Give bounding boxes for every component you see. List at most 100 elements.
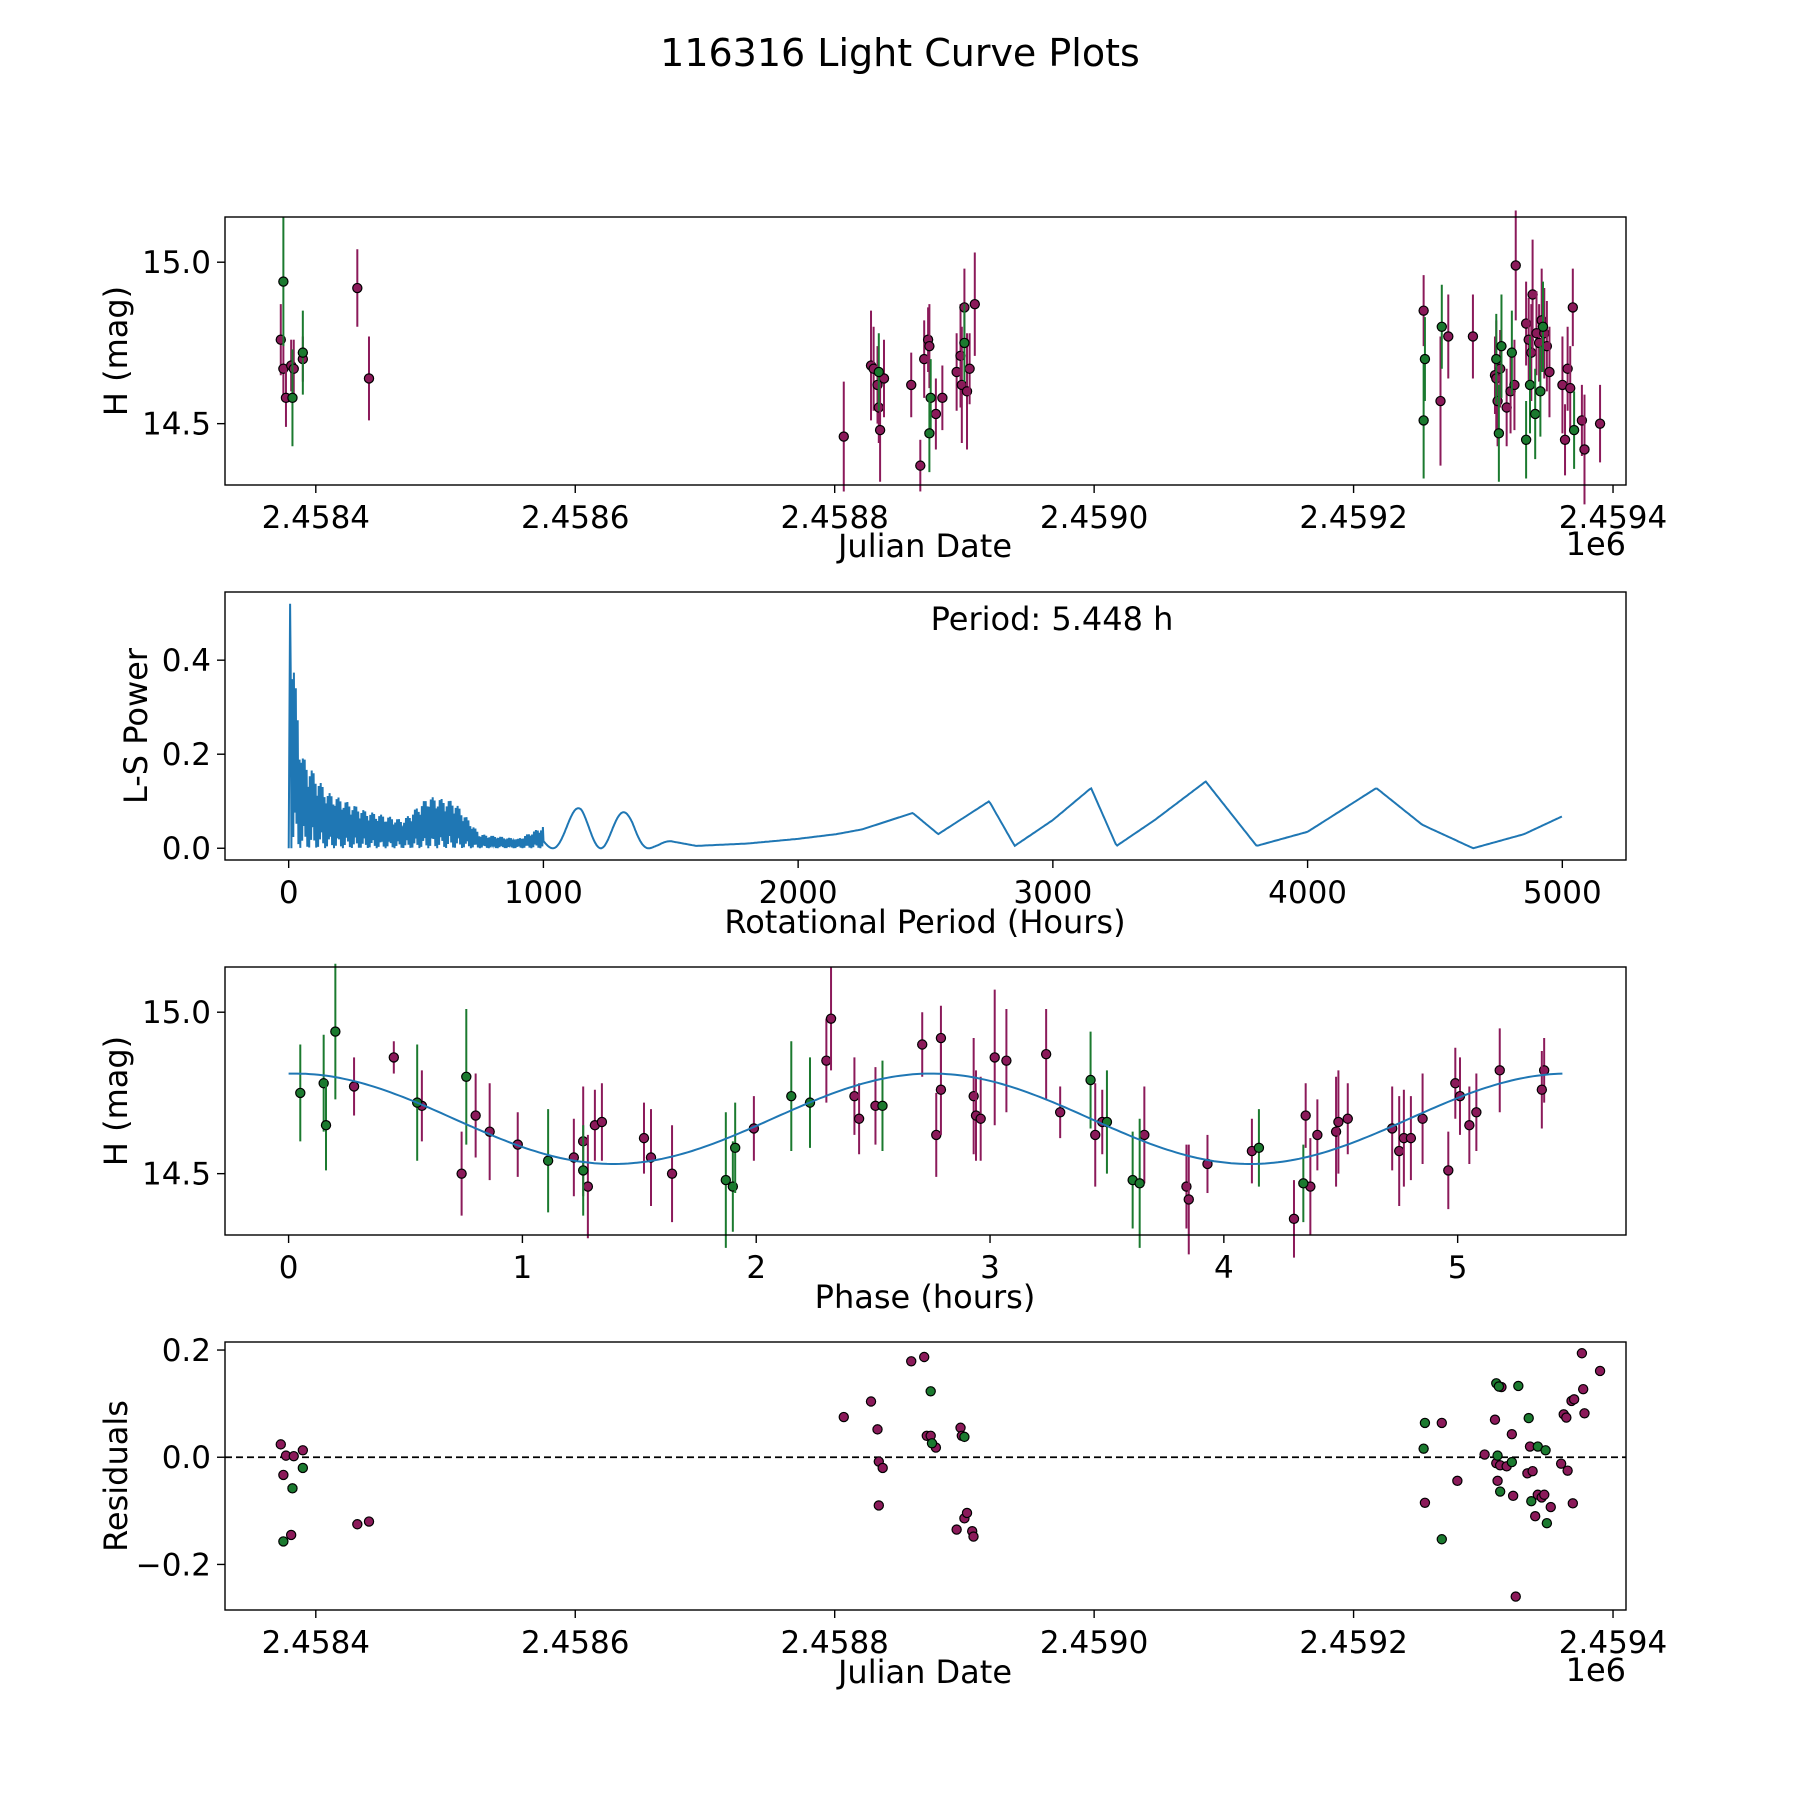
lightcurve-xtick-label: 2.4588 [780,500,888,536]
residuals-point [1539,1489,1550,1500]
residuals-point [1492,1475,1503,1487]
phased-point [931,1129,942,1141]
phased-point [720,1174,732,1186]
residuals-point [278,1469,289,1481]
lightcurve-point [1526,347,1537,358]
periodogram-xtick-label: 3000 [1013,875,1092,911]
residuals-point [925,1386,936,1397]
periodogram-xtick-label: 1000 [504,875,583,911]
phased-point [320,1120,332,1131]
lightcurve-point [969,298,980,310]
phased-point [461,1071,472,1082]
phased-point [348,1081,360,1092]
lightcurve-point [1559,434,1571,445]
phased-point [935,1084,947,1095]
residuals-point [287,1483,298,1494]
residuals-point [1576,1348,1588,1359]
residuals-xtick-label: 2.4590 [1040,1625,1148,1661]
residuals-point [1489,1414,1501,1425]
periodogram-xtick-label: 0 [279,875,299,911]
lightcurve-point [287,392,298,404]
residuals-point [352,1519,363,1530]
phased-point [1183,1194,1194,1205]
lightcurve-point [1529,408,1541,420]
residuals-point [297,1445,309,1456]
residuals-point [872,1424,883,1435]
lightcurve-ylabel: H (mag) [97,286,135,416]
lightcurve-point [1491,353,1502,365]
periodogram-ytick-label: 0.0 [162,831,211,867]
phased-point [1090,1129,1101,1141]
periodogram-period-annotation: Period: 5.448 h [931,600,1174,638]
residuals-point [1527,1465,1538,1477]
residuals-point [877,1462,888,1474]
phased-xtick-label: 0 [279,1250,299,1286]
phased-point [1342,1113,1353,1124]
residuals-point [1436,1417,1447,1429]
phased-xtick-label: 3 [980,1250,1000,1286]
residuals-point [1510,1591,1521,1602]
lightcurve-point [297,347,309,358]
lightcurve-xlabel: Julian Date [836,527,1012,565]
lightcurve-point [838,431,849,442]
lightcurve-series [275,210,1606,505]
phased-point [1333,1116,1344,1128]
phased-xtick-label: 1 [513,1250,533,1286]
phased-ticks: 0 1 2 3 4 5 15.0 14.5 [142,995,1468,1286]
residuals-point [919,1351,930,1363]
residuals-point [865,1396,877,1407]
lightcurve-point [278,276,289,287]
phased-point [975,1113,986,1124]
residuals-point [838,1411,849,1423]
residuals-point [1419,1497,1431,1509]
residuals-point [1561,1412,1572,1423]
residuals-point [951,1524,962,1535]
phased-point [877,1100,888,1112]
phased-point [638,1132,650,1144]
periodogram-xtick-label: 2000 [759,875,838,911]
residuals-point [1545,1501,1556,1513]
phased-point [849,1090,860,1102]
residuals-xtick-label: 2.4592 [1299,1625,1407,1661]
periodogram-xtick-label: 4000 [1268,875,1347,911]
residuals-point [1562,1465,1573,1476]
phased-point [1471,1107,1482,1118]
residuals-ytick-label: −0.2 [136,1547,211,1583]
lightcurve-point [930,408,942,420]
phased-point [470,1110,481,1121]
residuals-point [873,1500,885,1511]
residuals-xtick-label: 2.4594 [1559,1625,1667,1661]
lightcurve-point [874,424,886,436]
lightcurve-point [1567,302,1579,313]
lightcurve-point [924,340,935,352]
residuals-point [1506,1428,1518,1440]
lightcurve-point [1537,321,1549,332]
figure-title: 116316 Light Curve Plots [660,31,1140,75]
phased-point [729,1142,741,1154]
lightcurve-point [1568,424,1580,436]
residuals-point [1541,1517,1553,1529]
periodogram-curve [287,603,1563,850]
phased-point [1536,1084,1548,1095]
phased-ytick-label: 14.5 [142,1157,211,1193]
lightcurve-point [1436,321,1447,332]
phased-xtick-label: 2 [746,1250,766,1286]
phased-xtick-label: 4 [1214,1250,1234,1286]
phased-point [295,1087,306,1099]
residuals-frame [224,1341,1627,1611]
phased-point [1464,1120,1475,1131]
periodogram-xtick-label: 5000 [1523,875,1602,911]
residuals-ylabel: Residuals [97,1400,135,1552]
lightcurve-point [1594,418,1606,429]
phased-ytick-label: 15.0 [142,995,211,1031]
lightcurve-xtick-label: 2.4584 [262,500,370,536]
residuals-xtick-label: 2.4584 [262,1625,370,1661]
lightcurve-point [906,379,917,391]
lightcurve-point [937,392,948,404]
residuals-ytick-label: 0.2 [162,1333,211,1369]
residuals-xtick-label: 2.4588 [780,1625,888,1661]
lightcurve-ticks: 2.4584 2.4586 2.4588 2.4590 2.4592 2.4594 15.0… [142,245,1667,536]
lightcurve-point [1520,434,1532,445]
residuals-xtick-label: 2.4586 [521,1625,629,1661]
phased-point [853,1113,865,1124]
